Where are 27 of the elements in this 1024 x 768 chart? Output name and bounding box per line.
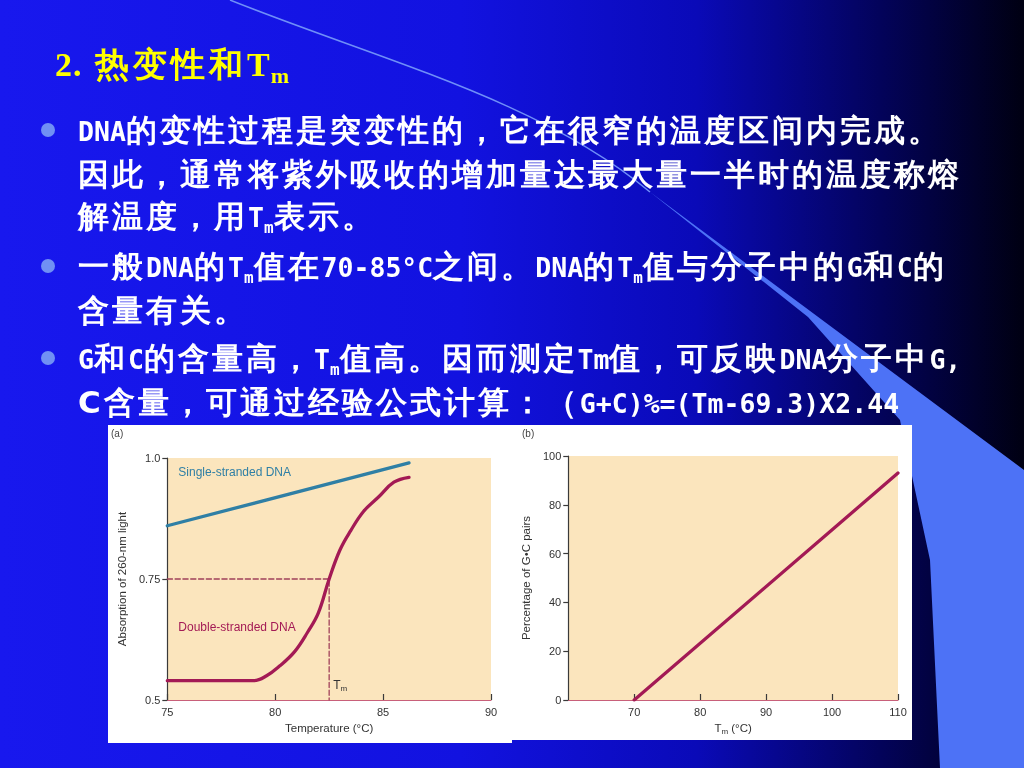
series-label: Double-stranded DNA — [178, 619, 296, 634]
x-tick-label: 90 — [484, 705, 498, 718]
x-axis-title: Temperature (°C) — [284, 721, 374, 734]
y-axis-title: Absorption of 260-nm light — [116, 511, 128, 647]
x-tick-label: 75 — [161, 705, 174, 718]
x-tick-label: 100 — [822, 705, 842, 718]
chart-title: (b) — [522, 427, 535, 439]
x-tick-label: 85 — [376, 705, 390, 718]
y-tick-label: 0 — [555, 694, 562, 706]
x-tick-label: 80 — [269, 705, 282, 718]
text: 2. 热变性和T$_{m}$ — [55, 45, 290, 88]
y-tick-label: 100 — [542, 450, 562, 462]
x-tick-label: 110 — [889, 705, 907, 718]
y-tick-label: 0.75 — [138, 573, 161, 585]
text: 一般DNA的T$_{m}$值在70-85°C之间。DNA的T$_{m}$值与分子中的G和C的含量有关。 — [78, 248, 947, 328]
y-axis-title: Percentage of G•C pairs — [520, 515, 532, 641]
y-tick-label: 40 — [549, 596, 562, 609]
y-tick-label: 60 — [549, 547, 562, 560]
x-tick-label: 90 — [759, 705, 773, 718]
y-tick-label: 20 — [549, 645, 562, 658]
series-label: Single-stranded DNA — [178, 464, 292, 479]
y-tick-label: 80 — [549, 498, 562, 511]
x-tick-label: 70 — [628, 705, 641, 718]
y-tick-label: 0.5 — [145, 694, 161, 706]
x-tick-label: 80 — [694, 705, 707, 718]
chart-title: (a) — [111, 427, 124, 439]
y-tick-label: 1.0 — [145, 452, 161, 464]
